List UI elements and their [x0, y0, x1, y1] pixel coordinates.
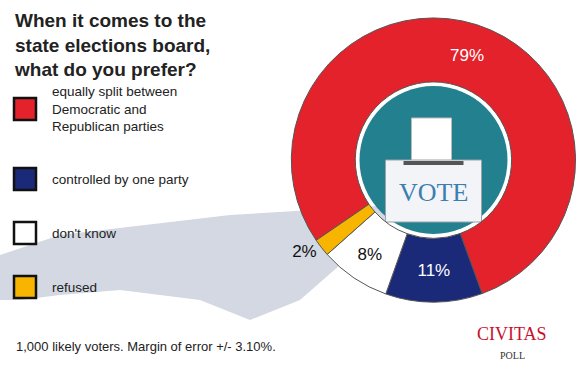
svg-text:11%: 11%: [417, 261, 450, 280]
svg-text:2%: 2%: [292, 242, 317, 261]
svg-text:1,000 likely voters. Margin of: 1,000 likely voters. Margin of error +/-…: [16, 339, 276, 354]
svg-text:refused: refused: [52, 280, 97, 295]
svg-text:8%: 8%: [358, 245, 383, 264]
svg-text:VOTE: VOTE: [399, 178, 468, 207]
svg-text:When it comes to thestate elec: When it comes to thestate elections boar…: [14, 10, 210, 80]
svg-text:don't know: don't know: [52, 226, 116, 241]
svg-text:equally split betweenDemocrati: equally split betweenDemocratic andRepub…: [52, 84, 177, 134]
svg-text:POLL: POLL: [500, 350, 525, 361]
svg-text:79%: 79%: [450, 46, 484, 65]
svg-text:CIVITAS: CIVITAS: [477, 324, 547, 344]
svg-text:controlled by one party: controlled by one party: [52, 172, 189, 187]
